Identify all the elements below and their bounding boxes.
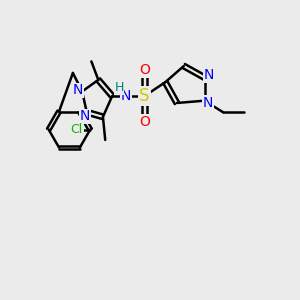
Text: H: H — [114, 82, 124, 94]
Text: N: N — [80, 110, 90, 123]
Text: Cl: Cl — [71, 123, 83, 136]
Text: S: S — [139, 87, 150, 105]
Text: N: N — [73, 83, 83, 97]
Text: O: O — [139, 115, 150, 129]
Text: N: N — [121, 89, 131, 103]
Text: O: O — [139, 63, 150, 77]
Text: N: N — [203, 95, 213, 110]
Text: N: N — [203, 68, 214, 82]
